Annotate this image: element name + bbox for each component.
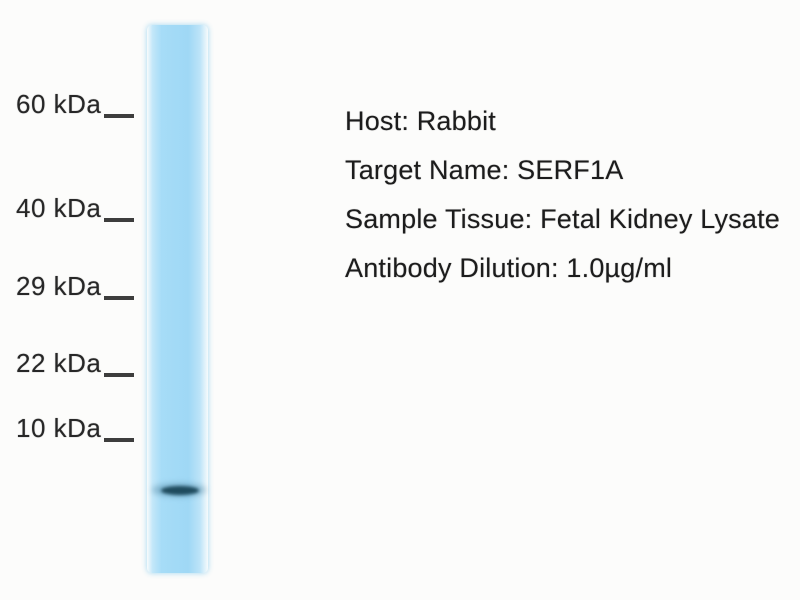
mw-marker-40kda: 40 kDa — [16, 193, 135, 223]
annotation-sample-tissue: Sample Tissue: Fetal Kidney Lysate — [345, 204, 781, 234]
marker-label: 22 kDa — [16, 348, 102, 378]
mw-marker-60kda: 60 kDa — [16, 89, 135, 119]
annotation-target-name: Target Name: SERF1A — [345, 155, 624, 185]
marker-label: 29 kDa — [16, 271, 102, 301]
protein-band — [161, 486, 199, 495]
marker-tick — [104, 114, 135, 118]
marker-tick — [104, 438, 135, 442]
annotation-host: Host: Rabbit — [345, 106, 496, 136]
annotation-antibody-dilution: Antibody Dilution: 1.0µg/ml — [345, 253, 673, 283]
marker-label: 10 kDa — [16, 413, 102, 443]
marker-tick — [104, 373, 135, 377]
annotation-block: Host: Rabbit Target Name: SERF1A Sample … — [345, 97, 780, 293]
blot-lane — [147, 25, 208, 573]
marker-label: 60 kDa — [16, 89, 102, 119]
mw-marker-29kda: 29 kDa — [16, 271, 135, 301]
mw-marker-10kda: 10 kDa — [16, 413, 135, 443]
marker-label: 40 kDa — [16, 193, 102, 223]
mw-marker-22kda: 22 kDa — [16, 348, 135, 378]
marker-tick — [104, 296, 135, 300]
marker-tick — [104, 218, 135, 222]
